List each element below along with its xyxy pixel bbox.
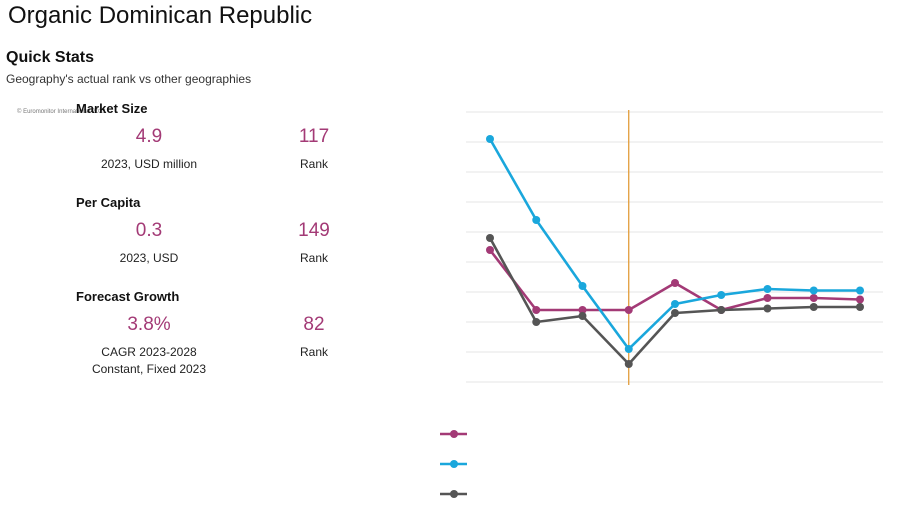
data-point (763, 294, 772, 302)
market-size-rank-label: Rank (299, 157, 328, 171)
data-point (671, 300, 679, 308)
data-point (856, 286, 864, 295)
per-capita-rank-label: Rank (299, 251, 328, 265)
forecast-growth-value-label: CAGR 2023-2028 (101, 345, 197, 359)
data-point (763, 285, 772, 293)
quick-stats-title: Quick Stats (6, 49, 95, 66)
data-point (624, 345, 633, 353)
data-point (717, 306, 726, 314)
per-capita-heading: Per Capita (76, 195, 141, 210)
market-size-rank: 117 (298, 126, 330, 147)
per-capita-value: 0.3 (135, 220, 163, 241)
data-point (486, 135, 494, 143)
market-size-value-label: 2023, USD million (100, 157, 198, 171)
data-point (717, 291, 726, 299)
data-point (856, 295, 864, 304)
forecast-growth-rank: 82 (303, 314, 325, 335)
forecast-growth-value-label-2: Constant, Fixed 2023 (91, 362, 207, 376)
per-capita-value-label: 2023, USD (119, 251, 179, 265)
data-point (763, 304, 772, 313)
data-point (671, 279, 679, 287)
data-point (578, 306, 587, 314)
data-point (578, 282, 587, 290)
market-size-heading: Market Size (76, 101, 148, 116)
quick-stats-subtitle: Geography's actual rank vs other geograp… (6, 72, 252, 86)
data-point (578, 312, 587, 320)
data-point (856, 303, 864, 311)
data-point (532, 216, 541, 224)
forecast-growth-value: 3.8% (127, 314, 171, 335)
legend-marker-2 (450, 460, 458, 468)
market-size-value: 4.9 (135, 126, 163, 147)
data-point (486, 234, 494, 242)
per-capita-rank: 149 (298, 220, 330, 241)
data-point (624, 360, 633, 368)
page-title: Organic Dominican Republic (8, 2, 313, 29)
copyright-notice: © Euromonitor International 2023 (17, 109, 106, 115)
data-point (809, 303, 818, 311)
data-point (532, 318, 541, 326)
data-point (532, 306, 541, 314)
data-point (809, 286, 818, 295)
legend-marker-3 (450, 490, 458, 498)
rank-line-chart (440, 110, 883, 498)
forecast-growth-heading: Forecast Growth (76, 289, 180, 304)
series-line-2 (488, 138, 860, 351)
legend-marker-1 (450, 430, 458, 438)
data-point (486, 246, 494, 254)
data-point (671, 309, 679, 317)
forecast-growth-rank-label: Rank (299, 345, 328, 359)
data-point (809, 294, 818, 302)
data-point (624, 306, 633, 314)
